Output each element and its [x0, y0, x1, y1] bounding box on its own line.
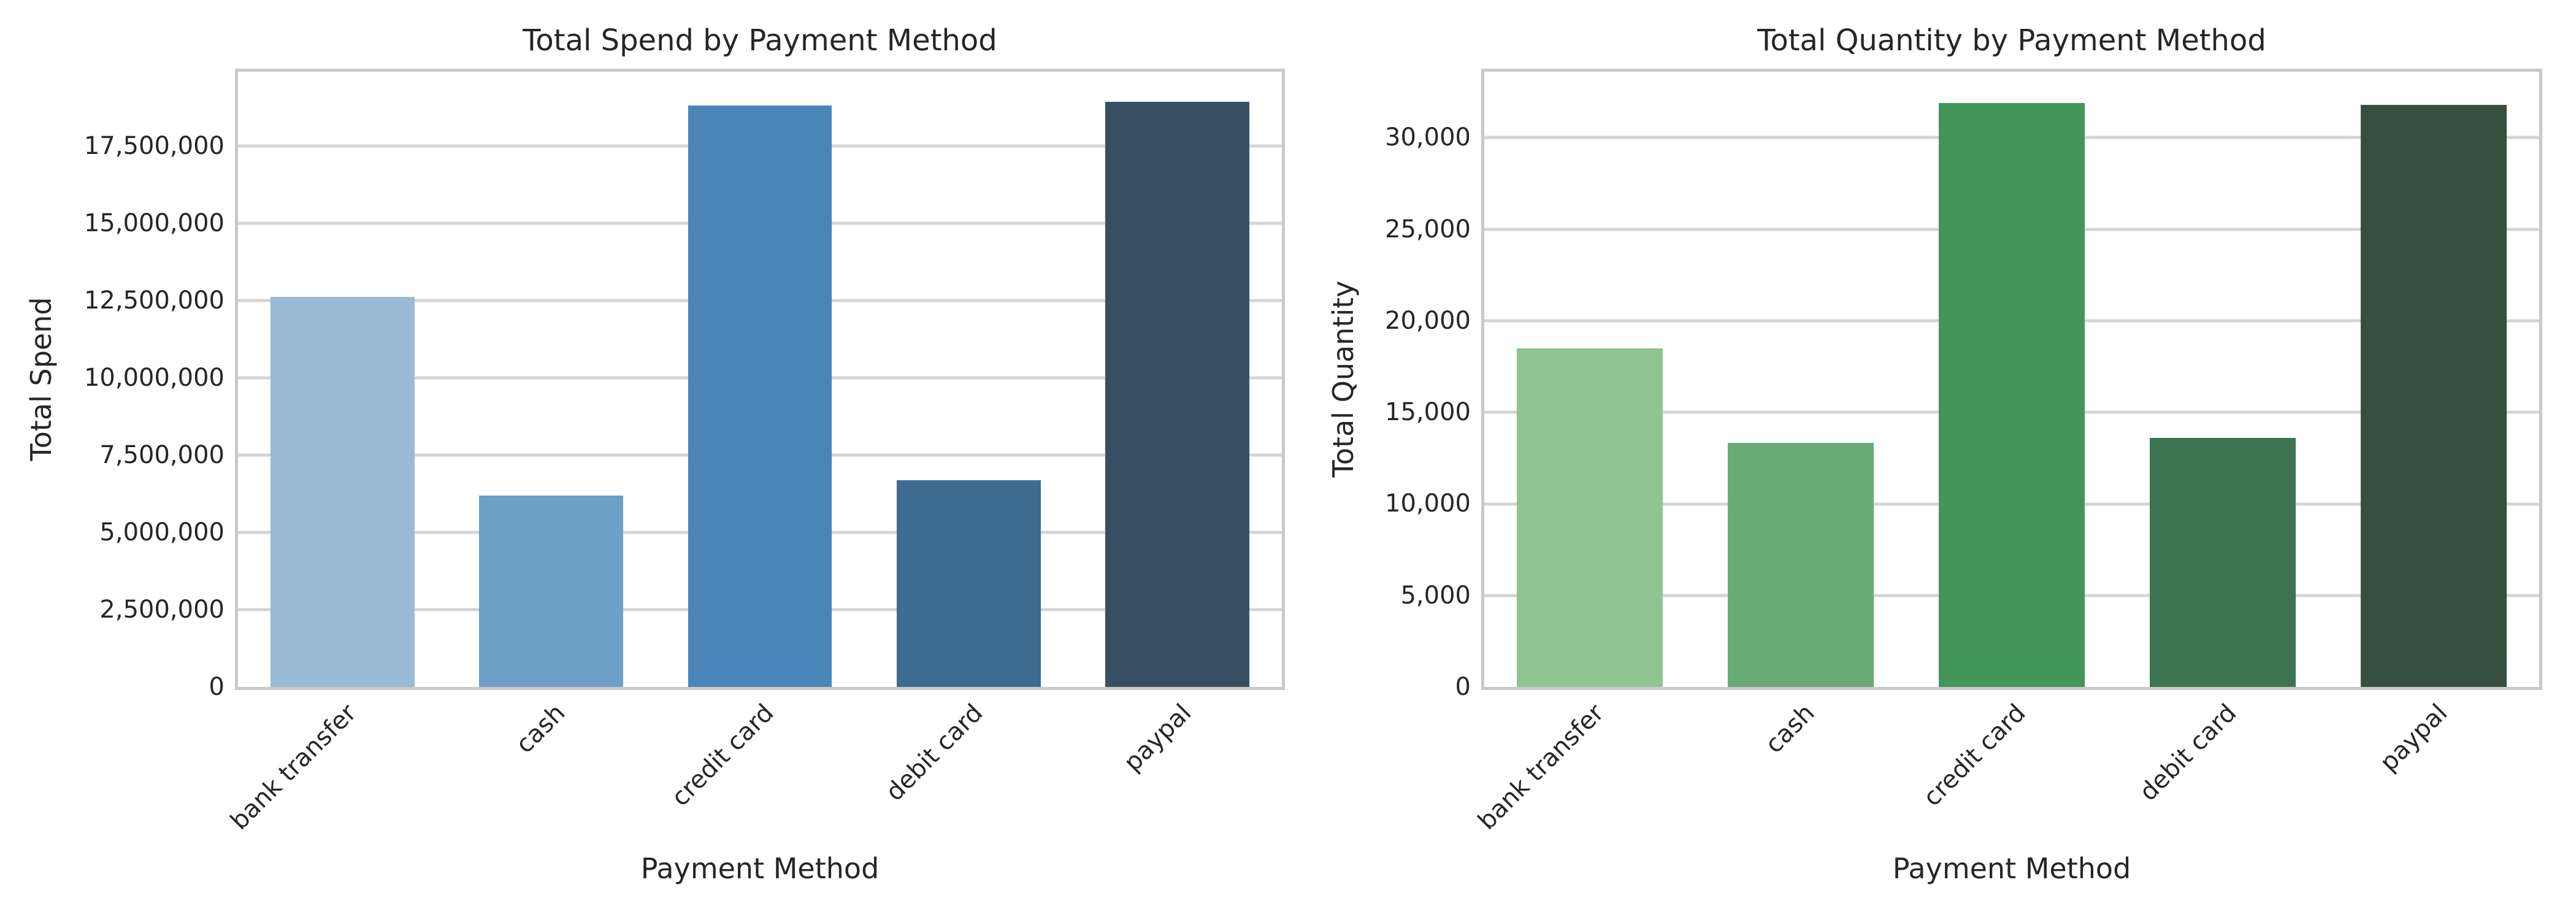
x-tick-label: credit card — [666, 699, 780, 812]
bar-credit-card — [688, 105, 832, 687]
chart-title: Total Spend by Payment Method — [523, 23, 997, 58]
x-tick-label: paypal — [2375, 699, 2453, 777]
bar-paypal — [1105, 102, 1250, 687]
x-tick-label: paypal — [1118, 699, 1197, 777]
y-tick-label: 17,500,000 — [83, 131, 224, 160]
bar-bank-transfer — [270, 296, 415, 687]
x-tick-label: credit card — [1918, 699, 2031, 812]
y-tick-label: 7,500,000 — [99, 440, 224, 469]
bar-debit-card — [2150, 438, 2296, 687]
plot-area: 0 2,500,000 5,000,000 7,500,000 10,000,000 12… — [84, 69, 1285, 835]
x-tick-label: bank transfer — [225, 699, 362, 836]
x-axis-label: Payment Method — [1892, 852, 2131, 885]
bar-cash — [479, 495, 624, 687]
y-tick-label: 15,000 — [1385, 398, 1471, 427]
x-tick-label: cash — [1760, 699, 1820, 759]
y-tick-label: 2,500,000 — [99, 595, 224, 624]
bar-paypal — [2361, 104, 2507, 687]
y-tick-label: 30,000 — [1385, 123, 1471, 152]
x-tick-label: debit card — [880, 699, 989, 807]
chart-title: Total Quantity by Payment Method — [1757, 23, 2266, 58]
y-tick-label: 0 — [209, 673, 224, 701]
bar-bank-transfer — [1517, 348, 1663, 687]
y-tick-label: 12,500,000 — [83, 286, 224, 315]
bar-credit-card — [1939, 102, 2085, 687]
y-tick-label: 20,000 — [1385, 306, 1471, 335]
y-axis-label: Total Quantity — [1327, 280, 1360, 478]
bar-debit-card — [896, 480, 1041, 687]
bar-cash — [1728, 442, 1874, 687]
y-tick-label: 10,000 — [1385, 489, 1471, 518]
y-tick-label: 0 — [1455, 673, 1471, 701]
y-tick-label: 5,000 — [1400, 581, 1471, 610]
y-tick-label: 15,000,000 — [83, 209, 224, 237]
x-tick-label: debit card — [2134, 699, 2242, 807]
y-tick-label: 25,000 — [1385, 215, 1471, 243]
plot-area: 0 5,000 10,000 15,000 20,000 25,000 30,000 bank… — [1385, 69, 2542, 835]
x-axis-label: Payment Method — [640, 852, 880, 885]
y-axis-label: Total Spend — [25, 297, 58, 461]
x-tick-label: cash — [510, 699, 571, 759]
y-tick-label: 10,000,000 — [83, 363, 224, 392]
x-tick-label: bank transfer — [1473, 699, 1609, 836]
y-tick-label: 5,000,000 — [99, 518, 224, 546]
